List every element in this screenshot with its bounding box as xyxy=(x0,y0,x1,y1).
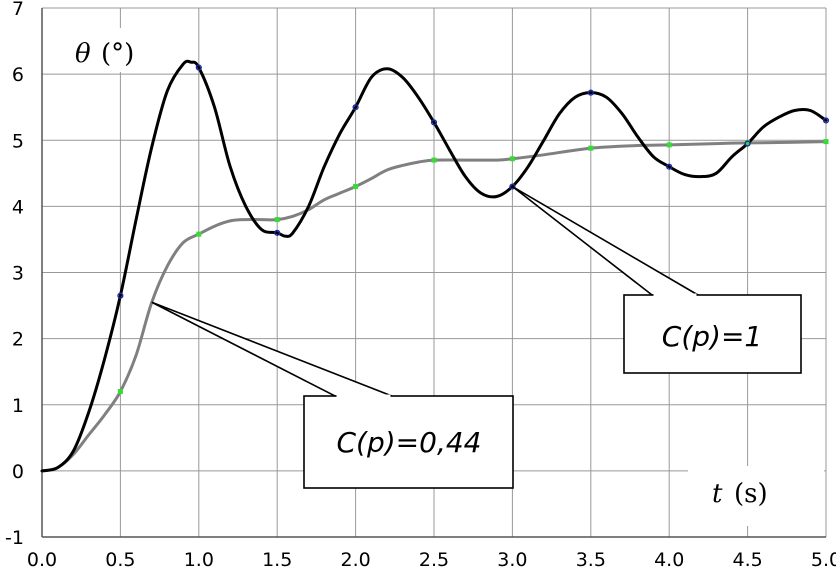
series-marker xyxy=(822,117,830,124)
callout-cp044: C(p)=0,44 xyxy=(151,301,514,489)
y-tick-label: 4 xyxy=(12,196,24,218)
series-marker xyxy=(823,139,829,145)
x-axis-title-background xyxy=(688,466,824,526)
callout-cp1-label: C(p)=1 xyxy=(662,320,762,353)
y-axis-symbol: θ xyxy=(75,39,91,69)
y-axis-unit: (°) xyxy=(101,39,134,69)
series-marker xyxy=(353,184,359,190)
y-tick-label: 5 xyxy=(12,130,24,152)
x-tick-label: 1.5 xyxy=(262,549,292,571)
series-marker xyxy=(509,156,515,162)
y-tick-label: 7 xyxy=(12,0,24,20)
x-tick-label: 3.5 xyxy=(576,549,606,571)
x-tick-label: 2.0 xyxy=(340,549,370,571)
series-marker xyxy=(195,64,202,71)
x-tick-label: 2.5 xyxy=(419,549,449,571)
series-marker xyxy=(117,389,123,395)
callout-cp1-box xyxy=(623,294,802,374)
series-marker xyxy=(196,231,202,237)
x-tick-label: 0.5 xyxy=(105,549,135,571)
y-tick-label: 3 xyxy=(12,263,24,285)
y-tick-label: 1 xyxy=(12,395,24,417)
series-marker xyxy=(352,104,359,111)
x-axis-title: t (s) xyxy=(688,466,824,526)
y-tick-label: -1 xyxy=(5,527,24,549)
tick-labels: 0.0 0.5 1.0 1.5 2.0 2.5 3.0 3.5 4.0 4.5 5.0 -1 0 1 2 3 4… xyxy=(5,0,836,571)
callout-cp044-label: C(p)=0,44 xyxy=(337,426,482,459)
axes xyxy=(41,8,826,538)
y-axis-title-background xyxy=(62,28,170,72)
series-marker xyxy=(745,140,751,146)
series-marker xyxy=(666,163,673,170)
series-layer xyxy=(40,59,830,473)
series-marker xyxy=(117,292,124,299)
x-axis-symbol: t xyxy=(712,479,723,509)
x-tick-label: 5.0 xyxy=(811,549,836,571)
x-tick-label: 4.0 xyxy=(654,549,684,571)
x-tick-label: 0.0 xyxy=(27,549,57,571)
series-marker xyxy=(587,89,594,96)
series-marker xyxy=(274,217,280,223)
x-axis-unit: (s) xyxy=(734,479,768,509)
callout-cp044-box xyxy=(303,395,514,489)
series-marker xyxy=(431,157,437,163)
y-axis-title: θ (°) xyxy=(62,28,170,72)
series-marker xyxy=(430,119,438,126)
series-marker xyxy=(509,183,516,190)
series-marker xyxy=(274,229,281,236)
grid xyxy=(41,7,827,538)
x-tick-label: 4.5 xyxy=(732,549,762,571)
x-tick-label: 3.0 xyxy=(497,549,527,571)
y-tick-label: 2 xyxy=(12,329,24,351)
series-marker xyxy=(588,145,594,151)
series-marker xyxy=(666,142,672,148)
x-tick-label: 1.0 xyxy=(184,549,214,571)
callout-cp1: C(p)=1 xyxy=(511,185,802,374)
y-tick-label: 6 xyxy=(12,64,24,86)
series-marker xyxy=(744,140,751,147)
y-tick-label: 0 xyxy=(12,461,24,483)
series-line xyxy=(40,59,828,473)
